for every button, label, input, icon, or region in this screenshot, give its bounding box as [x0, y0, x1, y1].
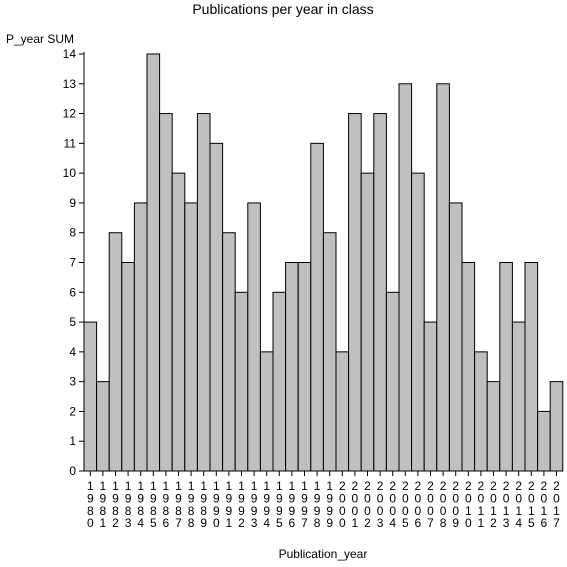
bar-1990 — [209, 142, 224, 472]
bar-1989 — [196, 113, 211, 472]
bar-1994 — [259, 351, 274, 472]
bar-2014 — [511, 321, 526, 472]
bar-2003 — [373, 113, 387, 472]
bar-2013 — [499, 262, 513, 472]
bar-1996 — [285, 262, 299, 472]
bar-2017 — [549, 381, 564, 472]
bar-2002 — [360, 172, 375, 472]
bar-2004 — [385, 291, 400, 472]
bar-1995 — [272, 291, 287, 472]
x-axis: 1 9 8 0 1 9 8 1 1 9 8 2 1 9 8 3 1 9 8 4 1 9 8 5 1 9 8 6 1 9 8 7 1 9 8 8 1 9 8 9… — [84, 470, 563, 530]
y-tick-label-11: 11 — [64, 136, 77, 150]
bar-1982 — [108, 232, 123, 472]
bar-2001 — [348, 113, 362, 472]
bar-2012 — [486, 381, 501, 472]
bar-1993 — [247, 202, 261, 472]
bar-2007 — [423, 321, 438, 472]
bar-1997 — [297, 262, 312, 472]
bar-1984 — [133, 202, 148, 472]
y-tick-label-3: 3 — [69, 375, 76, 389]
bar-1986 — [159, 113, 173, 472]
y-tick-label-1: 1 — [69, 434, 76, 448]
bar-1988 — [184, 202, 198, 472]
y-tick-label-13: 13 — [63, 77, 77, 91]
y-tick-label-5: 5 — [69, 315, 76, 329]
bar-2005 — [398, 83, 413, 472]
x-axis-label: Publication_year — [279, 547, 368, 561]
bar-2000 — [335, 351, 350, 472]
y-tick-label-0: 0 — [69, 464, 76, 478]
bar-2011 — [474, 351, 488, 472]
bar-1991 — [222, 232, 236, 472]
bars — [83, 53, 564, 472]
bar-2010 — [461, 262, 476, 472]
y-tick-label-14: 14 — [63, 47, 77, 61]
y-tick-label-2: 2 — [69, 404, 76, 418]
bar-1987 — [171, 172, 186, 472]
y-tick-label-6: 6 — [69, 285, 76, 299]
y-tick-label-8: 8 — [69, 226, 76, 240]
bar-1983 — [121, 262, 135, 472]
bar-2015 — [524, 262, 539, 472]
y-axis-label: P_year SUM — [6, 32, 74, 46]
bar-1981 — [96, 381, 110, 472]
y-tick-label-4: 4 — [69, 345, 76, 359]
y-tick-label-10: 10 — [63, 166, 77, 180]
bar-1980 — [83, 321, 98, 472]
bar-2006 — [411, 172, 425, 472]
bar-2008 — [436, 83, 450, 472]
bar-1998 — [310, 142, 324, 472]
bar-1999 — [322, 232, 337, 472]
y-tick-label-9: 9 — [69, 196, 76, 210]
y-tick-label-7: 7 — [69, 256, 76, 270]
bar-2016 — [537, 410, 551, 472]
bar-1992 — [234, 291, 249, 472]
y-tick-label-12: 12 — [63, 107, 77, 121]
chart-title: Publications per year in class — [192, 1, 373, 17]
bar-1985 — [146, 53, 161, 472]
bar-2009 — [448, 202, 463, 472]
